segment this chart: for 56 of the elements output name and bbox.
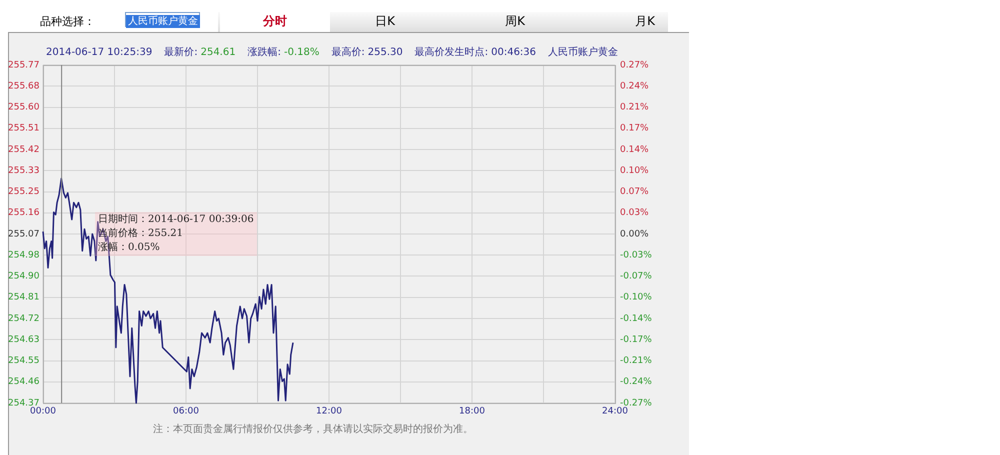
y2-tick-label: -0.10% — [620, 292, 652, 303]
y-tick-label: 255.51 — [8, 124, 40, 134]
y-tick-label: 255.77 — [8, 60, 40, 70]
text: 最高价: — [331, 46, 365, 59]
text: 品种选择： — [40, 15, 95, 28]
text: 分时 — [262, 14, 288, 28]
text: 涨跌幅: — [248, 46, 281, 59]
y-tick-label: 254.46 — [8, 377, 40, 388]
y2-tick-label: -0.21% — [620, 356, 652, 366]
y-tick-label: 255.16 — [8, 208, 40, 218]
x-tick-label: 12:00 — [316, 406, 342, 417]
text: 00:46:36 — [491, 46, 536, 59]
x-tick-label: 00:00 — [30, 406, 56, 417]
y-tick-label: 255.25 — [8, 187, 40, 198]
text: 人民币账户黄金 — [548, 46, 618, 59]
y2-tick-label: 0.17% — [620, 124, 650, 134]
text: 周K — [504, 14, 526, 28]
text: 人民币账户黄金 — [126, 15, 200, 28]
x-tick-label: 18:00 — [459, 406, 486, 417]
y2-tick-label: -0.17% — [620, 334, 652, 345]
text: 2014-06-17 10:25:39 — [46, 46, 152, 59]
y2-tick-label: 0.00% — [620, 229, 650, 240]
y-tick-label: 255.33 — [8, 166, 40, 176]
text: 注：本页面贵金属行情报价仅供参考，具体请以实际交易时的报价为准。 — [153, 422, 473, 436]
y2-tick-label: 0.21% — [620, 102, 650, 113]
text: -0.18% — [284, 46, 320, 59]
text: 日K — [374, 14, 396, 28]
y2-tick-label: 0.10% — [620, 166, 650, 176]
y2-tick-label: 0.27% — [620, 60, 650, 70]
text: 254.61 — [200, 46, 236, 59]
y-tick-label: 255.07 — [8, 229, 40, 240]
text: 255.30 — [368, 46, 403, 59]
y-tick-label: 254.98 — [8, 250, 40, 260]
y-tick-label: 254.63 — [8, 334, 40, 345]
y2-tick-label: -0.27% — [620, 398, 652, 408]
y2-tick-label: -0.14% — [620, 314, 652, 324]
y-tick-label: 254.90 — [8, 272, 40, 282]
text: 最高价发生时点: — [414, 46, 488, 59]
text: 月K — [634, 14, 656, 28]
text: 最新价: — [164, 46, 198, 59]
y2-tick-label: 0.03% — [620, 208, 650, 218]
x-tick-label: 06:00 — [173, 406, 200, 417]
x-tick-label: 24:00 — [602, 406, 628, 417]
y-tick-label: 254.37 — [8, 398, 40, 408]
y2-tick-label: 0.07% — [620, 187, 650, 198]
y2-tick-label: -0.24% — [620, 377, 652, 388]
y-tick-label: 254.72 — [8, 314, 40, 324]
y-tick-label: 255.68 — [8, 81, 40, 92]
y-tick-label: 255.60 — [8, 102, 40, 113]
y2-tick-label: 0.24% — [620, 81, 650, 92]
y-tick-label: 254.81 — [8, 292, 40, 303]
y2-tick-label: 0.14% — [620, 144, 650, 155]
y2-tick-label: -0.07% — [620, 272, 652, 282]
y2-tick-label: -0.03% — [620, 250, 652, 260]
y-tick-label: 254.55 — [8, 356, 40, 366]
y-tick-label: 255.42 — [8, 144, 40, 155]
